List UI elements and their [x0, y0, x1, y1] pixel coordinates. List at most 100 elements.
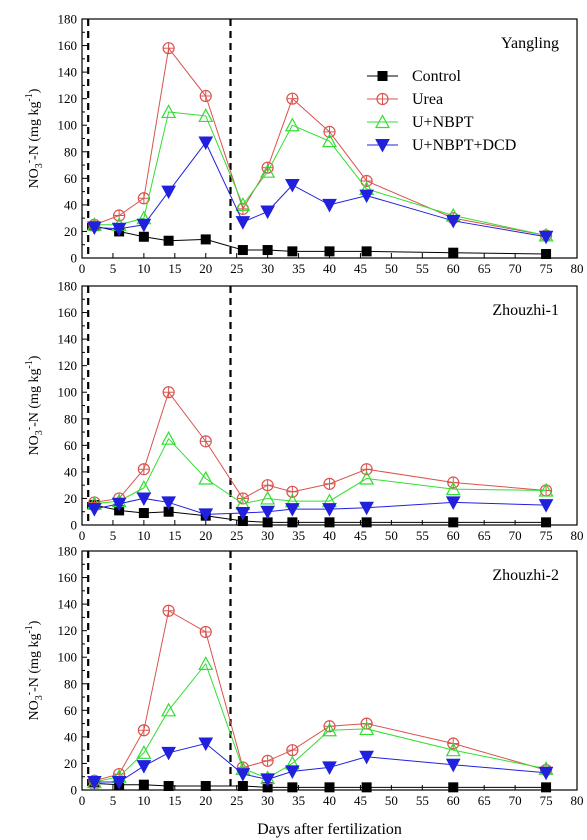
x-tick-label: 45 — [354, 793, 367, 808]
y-axis-label: NO3--N (mg kg-1) — [24, 355, 45, 455]
x-tick-label: 45 — [354, 528, 367, 543]
marker-u-nbpt-dcd — [198, 508, 214, 522]
legend-label-u-nbpt: U+NBPT — [412, 114, 474, 131]
marker-control — [541, 782, 552, 793]
legend-label-control: Control — [412, 68, 461, 85]
marker-control — [377, 71, 388, 81]
legend-label-urea: Urea — [412, 91, 443, 108]
marker-control — [361, 782, 372, 793]
y-tick-label: 80 — [64, 411, 77, 426]
marker-u-nbpt-dcd — [87, 221, 102, 236]
marker-u-nbpt-dcd — [285, 178, 300, 193]
x-tick-label: 25 — [230, 793, 243, 808]
marker-control — [287, 517, 298, 528]
x-tick-label: 50 — [385, 793, 398, 808]
marker-u-nbpt — [445, 481, 461, 496]
marker-u-nbpt — [359, 470, 375, 485]
x-tick-label: 25 — [230, 528, 243, 543]
marker-u-nbpt-dcd — [538, 766, 554, 781]
y-tick-label: 40 — [64, 464, 77, 479]
x-tick-label: 20 — [199, 261, 212, 276]
marker-u-nbpt-dcd — [87, 503, 102, 517]
x-tick-label: 10 — [137, 261, 150, 276]
marker-u-nbpt — [235, 197, 251, 211]
marker-u-nbpt-dcd — [445, 214, 461, 229]
x-tick-label: 35 — [292, 261, 305, 276]
marker-control — [237, 781, 248, 792]
series-line — [94, 225, 547, 255]
x-tick-label: 30 — [261, 528, 274, 543]
marker-control — [200, 781, 211, 792]
marker-control — [163, 235, 174, 246]
marker-u-nbpt-dcd — [235, 216, 251, 230]
marker-u-nbpt-dcd — [235, 507, 251, 521]
series-line — [94, 662, 547, 783]
series-line — [94, 391, 547, 503]
marker-u-nbpt-dcd — [136, 492, 152, 506]
x-tick-label: 25 — [230, 261, 243, 276]
marker-u-nbpt-dcd — [359, 501, 374, 516]
x-tick-label: 5 — [110, 793, 117, 808]
x-tick-label: 10 — [137, 528, 150, 543]
marker-u-nbpt-dcd — [359, 189, 374, 204]
series-line — [94, 742, 547, 783]
marker-control — [138, 231, 149, 242]
marker-u-nbpt-dcd — [260, 773, 275, 787]
x-tick-label: 40 — [323, 793, 336, 808]
marker-control — [138, 508, 149, 519]
x-tick-label: 35 — [292, 528, 305, 543]
panel-zhouzhi-2: 0 20 40 60 80 100 120 140 160 180 0 5 10 15 20 25 30 35 40… — [24, 544, 584, 809]
x-tick-label: 55 — [416, 793, 429, 808]
series-control — [89, 500, 552, 528]
marker-control — [541, 517, 552, 528]
series-urea — [88, 604, 553, 787]
marker-u-nbpt — [260, 163, 276, 178]
y-tick-label: 80 — [64, 676, 77, 691]
marker-u-nbpt-dcd — [111, 497, 127, 512]
y-tick-label: 180 — [58, 544, 78, 559]
y-tick-label: 100 — [58, 385, 78, 400]
x-tick-label: 5 — [110, 261, 117, 276]
x-tick-label: 70 — [509, 261, 522, 276]
marker-u-nbpt-dcd — [198, 737, 214, 752]
marker-u-nbpt-dcd — [235, 768, 251, 782]
legend: Control Urea U+NBPT U+NBPT+DCD — [367, 68, 516, 154]
y-tick-label: 0 — [71, 518, 78, 533]
marker-u-nbpt-dcd — [260, 205, 275, 220]
marker-u-nbpt — [198, 470, 214, 485]
marker-control — [287, 246, 298, 257]
series-line — [94, 437, 547, 505]
x-tick-label: 65 — [478, 528, 491, 543]
series-line — [94, 609, 547, 782]
marker-control — [361, 517, 372, 528]
marker-u-nbpt-dcd — [322, 761, 337, 775]
marker-control — [138, 779, 149, 790]
x-tick-label: 15 — [168, 793, 181, 808]
x-tick-label: 70 — [509, 528, 522, 543]
y-tick-label: 100 — [58, 650, 78, 665]
marker-u-nbpt — [445, 742, 461, 757]
marker-u-nbpt-dcd — [322, 198, 337, 213]
marker-u-nbpt-dcd — [445, 758, 461, 773]
marker-u-nbpt — [359, 721, 375, 736]
x-tick-label: 75 — [540, 793, 553, 808]
marker-u-nbpt-dcd — [161, 185, 176, 200]
series-line — [94, 111, 547, 236]
marker-control — [324, 246, 335, 257]
y-tick-label: 80 — [64, 144, 77, 159]
panel-zhouzhi-1: 0 20 40 60 80 100 120 140 160 180 0 5 10 15 20 25 30 35 40… — [24, 279, 584, 544]
series-control — [89, 221, 552, 260]
x-tick-label: 0 — [79, 793, 86, 808]
marker-u-nbpt-dcd — [87, 776, 102, 790]
y-tick-label: 120 — [58, 358, 78, 373]
y-tick-label: 0 — [71, 783, 78, 798]
y-tick-label: 180 — [58, 279, 78, 294]
marker-u-nbpt — [321, 722, 338, 737]
marker-u-nbpt — [198, 656, 214, 670]
x-tick-label: 75 — [540, 261, 553, 276]
x-tick-label: 45 — [354, 261, 367, 276]
x-tick-label: 40 — [323, 261, 336, 276]
x-tick-label: 15 — [168, 528, 181, 543]
y-tick-label: 0 — [71, 251, 78, 266]
series-u-nbpt — [86, 430, 554, 510]
